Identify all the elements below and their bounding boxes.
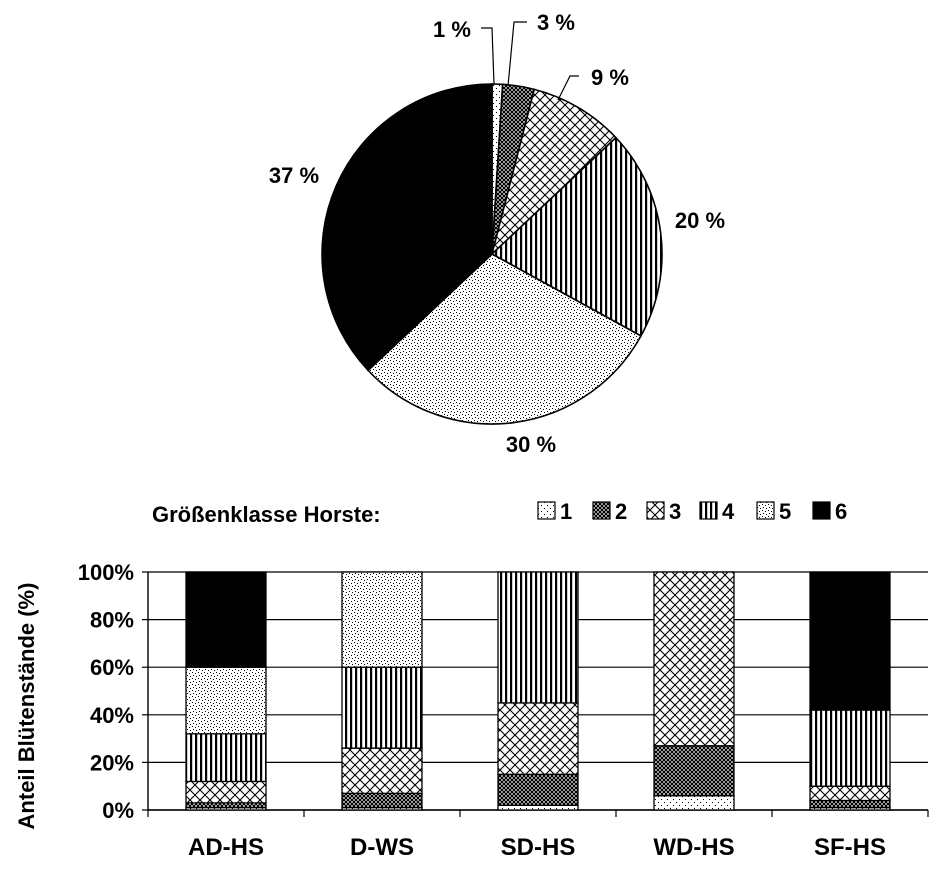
x-tick-label-AD-HS: AD-HS [188,834,264,861]
legend-label-4: 4 [722,499,735,524]
y-tick-label-20: 20% [90,750,134,775]
pie-label-5: 30 % [506,432,556,457]
legend-label-3: 3 [669,499,681,524]
pie-slice-3 [490,88,618,257]
pie-slice-6 [321,83,493,372]
pie-label-3: 9 % [591,65,629,90]
y-tick-label-100: 100% [78,560,134,585]
bar-segment-SD-HS-4 [497,571,579,704]
bar-segment-SF-HS-4 [809,709,891,787]
y-tick-label-60: 60% [90,655,134,680]
bar-segment-AD-HS-3 [185,780,267,804]
bar-segment-AD-HS-5 [185,666,267,735]
legend-label-1: 1 [560,499,572,524]
x-tick-label-WD-HS: WD-HS [653,834,734,861]
pie-chart: 1 % 3 % 9 % 20 % 30 % 37 % [269,10,725,457]
legend-label-6: 6 [835,499,847,524]
y-tick-label-80: 80% [90,608,134,633]
y-tick-label-40: 40% [90,703,134,728]
legend-title: Größenklasse Horste: [152,502,381,527]
pie-label-2: 3 % [537,10,575,35]
pie-slice-5 [366,253,643,425]
legend-swatch-3 [646,501,665,520]
pie-label-1: 1 % [433,17,471,42]
pie-label-6: 37 % [269,163,319,188]
y-tick-label-0: 0% [102,798,134,823]
bar-segment-SF-HS-3 [809,785,891,802]
bar-segment-SD-HS-2 [497,773,579,806]
x-tick-label-SF-HS: SF-HS [814,834,886,861]
legend-label-5: 5 [779,499,791,524]
bar-segment-SF-HS-2 [809,799,891,809]
pie-leader-line-2 [507,21,527,87]
pie-leader-line-1 [481,27,495,85]
x-tick-label-SD-HS: SD-HS [501,834,576,861]
bar-segment-D-WS-5 [341,571,423,668]
stacked-bar-chart: 0% 20% 40% 60% 80% 100% AD-HS D-WS SD-HS WD-HS SF-… [14,499,929,861]
legend-swatch-6 [812,501,831,520]
bar-segment-AD-HS-2 [185,802,267,809]
legend-swatch-5 [756,501,775,520]
bar-segment-D-WS-4 [341,666,423,749]
pie-leader-line-3 [557,75,579,101]
bar-segment-SD-HS-3 [497,702,579,775]
legend-swatch-2 [592,501,611,520]
bar-segment-D-WS-3 [341,747,423,794]
legend-swatch-4 [699,501,718,520]
pie-label-4: 20 % [675,208,725,233]
pie-slice-4 [490,136,663,337]
bar-segment-WD-HS-2 [653,745,735,797]
legend-label-2: 2 [615,499,627,524]
bar-segment-WD-HS-3 [653,571,735,747]
y-axis-title: Anteil Blütenstände (%) [14,583,39,830]
bar-segment-D-WS-2 [341,792,423,809]
bar-segment-WD-HS-1 [653,795,735,811]
legend-swatch-1 [537,501,556,520]
bar-segment-AD-HS-6 [185,571,267,668]
x-tick-label-D-WS: D-WS [350,834,414,861]
bar-segment-SF-HS-6 [809,571,891,711]
bar-segment-AD-HS-4 [185,733,267,783]
bar-segment-SD-HS-1 [497,804,579,811]
